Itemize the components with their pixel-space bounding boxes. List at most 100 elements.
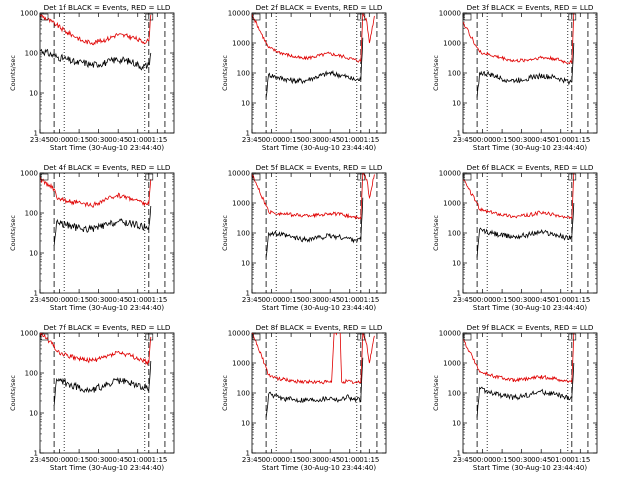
series-events — [40, 48, 152, 71]
x-tick-label: 00:45 — [320, 136, 340, 144]
y-tick-label: 1000 — [232, 40, 250, 48]
panel-title: Det 4f BLACK = Events, RED = LLD — [44, 163, 171, 172]
y-tick-label: 1 — [34, 450, 38, 458]
y-axis-label: Counts/sec — [221, 375, 229, 411]
panel-det-9: Det 9f BLACK = Events, RED = LLD 1 10 100 10… — [432, 323, 598, 472]
y-tick-label: 100 — [25, 50, 38, 58]
corner-marker — [40, 333, 49, 341]
x-tick-label: 00:45 — [531, 296, 551, 304]
corner-marker — [145, 333, 154, 341]
panel-title: Det 9f BLACK = Events, RED = LLD — [467, 323, 594, 332]
corner-marker — [357, 13, 366, 21]
x-tick-label: 23:45 — [30, 136, 50, 144]
x-tick-label: 01:15 — [570, 296, 590, 304]
corner-marker — [568, 13, 577, 21]
x-tick-label: 23:45 — [453, 456, 473, 464]
x-tick-label: 00:15 — [492, 456, 512, 464]
series-lld — [463, 173, 575, 221]
plot-frame — [39, 172, 175, 294]
x-axis-label: Start Time (30-Aug-10 23:44:40) — [473, 464, 587, 472]
series-events — [265, 357, 364, 418]
x-tick-label: 01:15 — [147, 136, 167, 144]
y-axis-label: Counts/sec — [432, 215, 440, 251]
x-tick-label: 01:15 — [147, 456, 167, 464]
y-tick-label: 1 — [457, 130, 461, 138]
x-tick-label: 23:45 — [30, 456, 50, 464]
x-tick-label: 01:15 — [359, 296, 379, 304]
plot-frame — [462, 332, 598, 454]
series-lld — [40, 333, 152, 366]
corner-marker — [40, 13, 49, 21]
y-tick-label: 10 — [241, 420, 250, 428]
x-tick-label: 00:30 — [512, 136, 532, 144]
panel-det-7: Det 7f BLACK = Events, RED = LLD 1 10 100 10… — [9, 323, 175, 472]
x-tick-label: 00:15 — [281, 456, 301, 464]
y-tick-label: 10000 — [439, 10, 461, 18]
x-tick-label: 01:00 — [128, 296, 148, 304]
series-lld — [40, 176, 152, 208]
y-tick-label: 10 — [29, 410, 38, 418]
x-tick-label: 00:30 — [301, 136, 321, 144]
y-tick-label: 10 — [241, 260, 250, 268]
x-axis-label: Start Time (30-Aug-10 23:44:40) — [262, 304, 376, 312]
panel-title: Det 5f BLACK = Events, RED = LLD — [256, 163, 383, 172]
y-tick-label: 10 — [29, 90, 38, 98]
y-tick-label: 100 — [448, 70, 461, 78]
y-tick-label: 10 — [452, 100, 461, 108]
y-tick-label: 1 — [246, 450, 250, 458]
x-tick-label: 01:15 — [570, 136, 590, 144]
x-axis-label: Start Time (30-Aug-10 23:44:40) — [262, 144, 376, 152]
x-tick-label: 00:00 — [49, 456, 69, 464]
x-tick-label: 01:00 — [551, 296, 571, 304]
plot-frame — [39, 332, 175, 454]
x-tick-label: 00:00 — [472, 456, 492, 464]
plot-frame — [462, 172, 598, 294]
y-tick-label: 10000 — [439, 170, 461, 178]
y-axis-label: Counts/sec — [221, 215, 229, 251]
x-axis-label: Start Time (30-Aug-10 23:44:40) — [262, 464, 376, 472]
series-lld — [463, 333, 575, 384]
panel-title: Det 8f BLACK = Events, RED = LLD — [256, 323, 383, 332]
x-tick-label: 00:15 — [492, 296, 512, 304]
x-tick-label: 01:00 — [340, 456, 360, 464]
panel-title: Det 7f BLACK = Events, RED = LLD — [44, 323, 171, 332]
y-tick-label: 1000 — [232, 200, 250, 208]
corner-marker — [357, 333, 366, 341]
series-events — [53, 360, 152, 407]
x-tick-label: 00:30 — [89, 296, 109, 304]
y-tick-label: 10000 — [228, 170, 250, 178]
series-lld — [252, 13, 375, 63]
y-tick-label: 1000 — [443, 200, 461, 208]
x-tick-label: 23:45 — [242, 136, 262, 144]
x-tick-label: 00:15 — [281, 296, 301, 304]
x-tick-label: 00:00 — [261, 456, 281, 464]
x-tick-label: 01:00 — [551, 456, 571, 464]
x-tick-label: 01:15 — [359, 456, 379, 464]
x-tick-label: 01:15 — [570, 456, 590, 464]
corner-marker — [40, 173, 49, 181]
y-tick-label: 10 — [452, 420, 461, 428]
corner-marker — [568, 173, 577, 181]
x-tick-label: 01:15 — [359, 136, 379, 144]
x-tick-label: 01:00 — [551, 136, 571, 144]
series-events — [265, 197, 364, 258]
x-tick-label: 00:30 — [89, 136, 109, 144]
y-tick-label: 100 — [237, 70, 250, 78]
x-tick-label: 00:00 — [261, 136, 281, 144]
x-tick-label: 23:45 — [242, 456, 262, 464]
corner-marker — [252, 173, 261, 181]
y-tick-label: 1000 — [443, 40, 461, 48]
x-tick-label: 00:30 — [512, 296, 532, 304]
x-tick-label: 00:15 — [492, 136, 512, 144]
panel-det-5: Det 5f BLACK = Events, RED = LLD 1 10 100 10… — [221, 163, 387, 312]
series-events — [265, 37, 364, 98]
corner-marker — [252, 333, 261, 341]
x-tick-label: 23:45 — [453, 296, 473, 304]
y-tick-label: 10000 — [228, 330, 250, 338]
y-tick-label: 100 — [237, 390, 250, 398]
plot-frame — [251, 12, 387, 134]
series-events — [476, 202, 575, 258]
y-tick-label: 10 — [241, 100, 250, 108]
x-tick-label: 00:00 — [49, 136, 69, 144]
